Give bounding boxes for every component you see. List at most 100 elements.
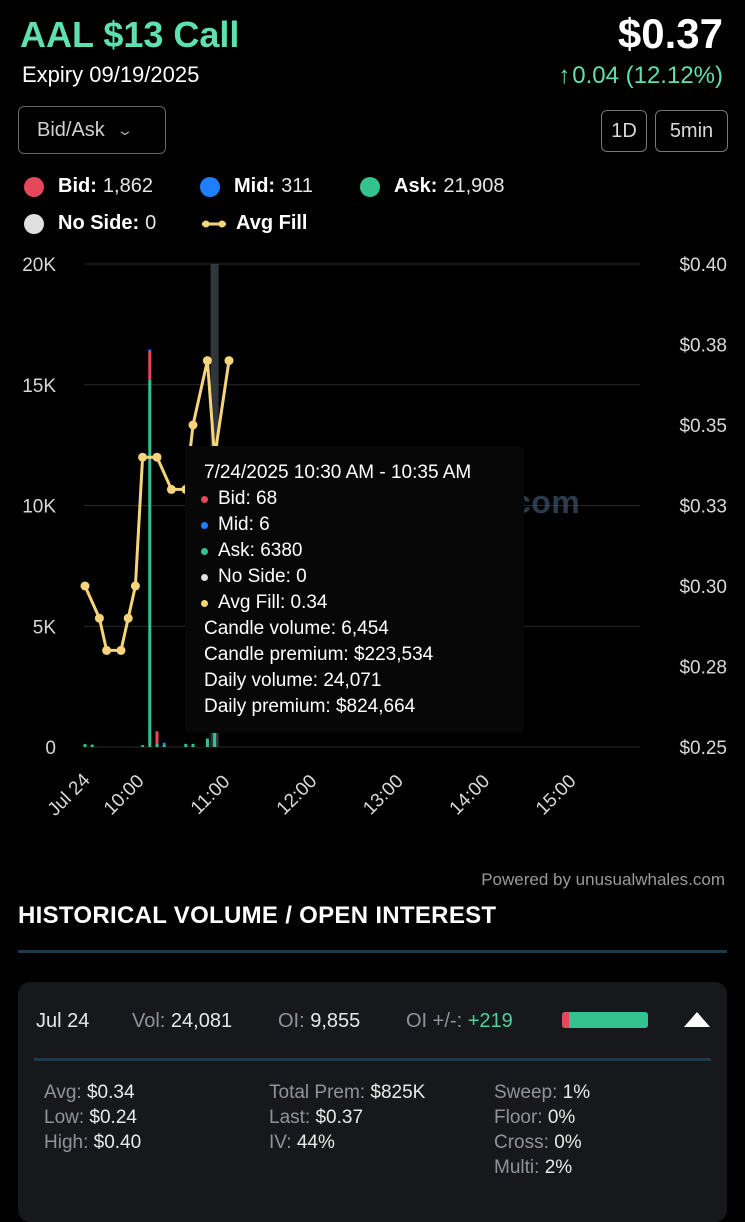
last-price: $0.37 (617, 10, 723, 57)
bid-dot-icon (24, 176, 44, 197)
no-side-dot-icon (201, 573, 208, 581)
x-tick-label: 14:00 (446, 771, 494, 819)
y-right-tick-label: $0.35 (679, 416, 727, 437)
bid-share-fill (562, 1012, 569, 1028)
avg-fill-point (80, 581, 90, 591)
volume-bar (141, 745, 145, 747)
legend-avg-fill[interactable]: Avg Fill (200, 212, 313, 235)
y-right-tick-label: $0.25 (679, 738, 727, 759)
tooltip-avg-fill: Avg Fill: 0.34 (218, 592, 328, 613)
stat-sweep: Sweep: 1% (494, 1082, 591, 1103)
arrow-up-icon: ↑ (558, 62, 571, 89)
legend-value: 311 (281, 175, 313, 197)
avg-fill-point (152, 452, 162, 462)
volume-bar (90, 744, 94, 747)
x-tick-label: 15:00 (532, 771, 580, 819)
ask-dot-icon (360, 176, 380, 197)
avg-fill-point (138, 452, 148, 462)
avg-fill-point (224, 356, 234, 366)
volume-bar (148, 379, 152, 747)
tooltip-daily-premium: Daily premium: $824,664 (204, 696, 416, 717)
ask-dot-icon (201, 547, 208, 555)
avg-fill-dot-icon (201, 599, 208, 607)
volume-label: Vol: (132, 1010, 166, 1032)
tooltip-mid: Mid: 6 (218, 514, 270, 535)
y-left-tick-label: 20K (22, 255, 56, 276)
legend-value: 0 (145, 212, 157, 234)
avg-fill-point (166, 484, 176, 494)
volume-value: 24,081 (170, 1010, 233, 1032)
oi-change-value: +219 (467, 1010, 513, 1032)
avg-fill-point (123, 613, 133, 623)
history-date: Jul 24 (36, 1010, 90, 1032)
section-title: HISTORICAL VOLUME / OPEN INTEREST (18, 902, 497, 929)
expiry-date: Expiry 09/19/2025 (22, 62, 200, 87)
y-left-tick-label: 10K (22, 497, 56, 518)
powered-by: Powered by unusualwhales.com (481, 870, 725, 889)
history-oi: OI: 9,855 (278, 1010, 360, 1033)
legend-value: 1,862 (102, 175, 153, 197)
legend-label: Avg Fill (236, 212, 308, 234)
x-tick-label: 12:00 (273, 771, 321, 819)
stat-multi: Multi: 2% (494, 1157, 573, 1178)
legend-label: No Side: (58, 212, 140, 234)
x-tick-label: 10:00 (100, 771, 148, 819)
stat-iv: IV: 44% (269, 1132, 335, 1153)
avg-fill-point (116, 645, 126, 655)
oi-label: OI: (278, 1010, 305, 1032)
avg-fill-point (130, 581, 140, 591)
stat-low: Low: $0.24 (44, 1107, 137, 1128)
mid-dot-icon (200, 176, 220, 197)
bid-dot-icon (201, 495, 208, 503)
chevron-down-icon: ⌄ (115, 121, 134, 138)
legend-value: 21,908 (443, 175, 505, 197)
volume-bar (205, 738, 209, 747)
stat-floor: Floor: 0% (494, 1107, 576, 1128)
oi-value: 9,855 (310, 1010, 361, 1032)
chevron-up-icon[interactable] (684, 1012, 710, 1027)
price-change-value: 0.04 (12.12%) (572, 62, 723, 89)
history-oi-change: OI +/-: +219 (406, 1010, 513, 1033)
legend-ask[interactable]: Ask: 21,908 (360, 175, 505, 198)
bid-ask-ratio-bar (562, 1012, 648, 1028)
legend-mid[interactable]: Mid: 311 (200, 175, 313, 198)
y-right-tick-label: $0.40 (679, 255, 727, 276)
range-1d-button[interactable]: 1D (601, 110, 647, 152)
avg-fill-point (94, 613, 104, 623)
mid-dot-icon (201, 521, 208, 529)
y-left-tick-label: 0 (45, 738, 56, 759)
y-left-tick-label: 15K (22, 376, 56, 397)
x-tick-label: 13:00 (359, 771, 407, 819)
y-left-tick-label: 5K (33, 617, 57, 638)
interval-5min-button[interactable]: 5min (655, 110, 728, 152)
volume-bar (155, 743, 159, 747)
stat-cross: Cross: 0% (494, 1132, 582, 1153)
price-change: ↑0.04 (12.12%) (558, 62, 723, 90)
legend-no-side[interactable]: No Side: 0 (24, 212, 156, 235)
side-dropdown[interactable]: Bid/Ask ⌄ (18, 106, 166, 154)
y-right-tick-label: $0.28 (679, 658, 727, 679)
side-dropdown-label: Bid/Ask (37, 118, 105, 141)
tooltip-bid: Bid: 68 (218, 488, 278, 509)
chart-tooltip: 7/24/2025 10:30 AM - 10:35 AM Bid: 68 Mi… (185, 446, 524, 733)
legend-label: Bid: (58, 175, 97, 197)
stat-total-prem: Total Prem: $825K (269, 1082, 426, 1103)
tooltip-candle-volume: Candle volume: 6,454 (204, 618, 389, 639)
tooltip-daily-volume: Daily volume: 24,071 (204, 670, 382, 691)
volume-bar (155, 731, 159, 744)
divider (34, 1058, 711, 1061)
legend-bid[interactable]: Bid: 1,862 (24, 175, 153, 198)
y-right-tick-label: $0.38 (679, 336, 727, 357)
volume-bar (162, 744, 166, 747)
legend-label: Mid: (234, 175, 276, 197)
y-right-tick-label: $0.33 (679, 497, 727, 518)
stat-high: High: $0.40 (44, 1132, 142, 1153)
volume-bar (148, 349, 152, 351)
stat-last: Last: $0.37 (269, 1107, 364, 1128)
tooltip-ask: Ask: 6380 (218, 540, 303, 561)
tooltip-candle-premium: Candle premium: $223,534 (204, 644, 434, 665)
avg-fill-point (102, 645, 112, 655)
avg-fill-point (202, 356, 212, 366)
avg-fill-line-icon (202, 220, 226, 227)
tooltip-no-side: No Side: 0 (218, 566, 307, 587)
